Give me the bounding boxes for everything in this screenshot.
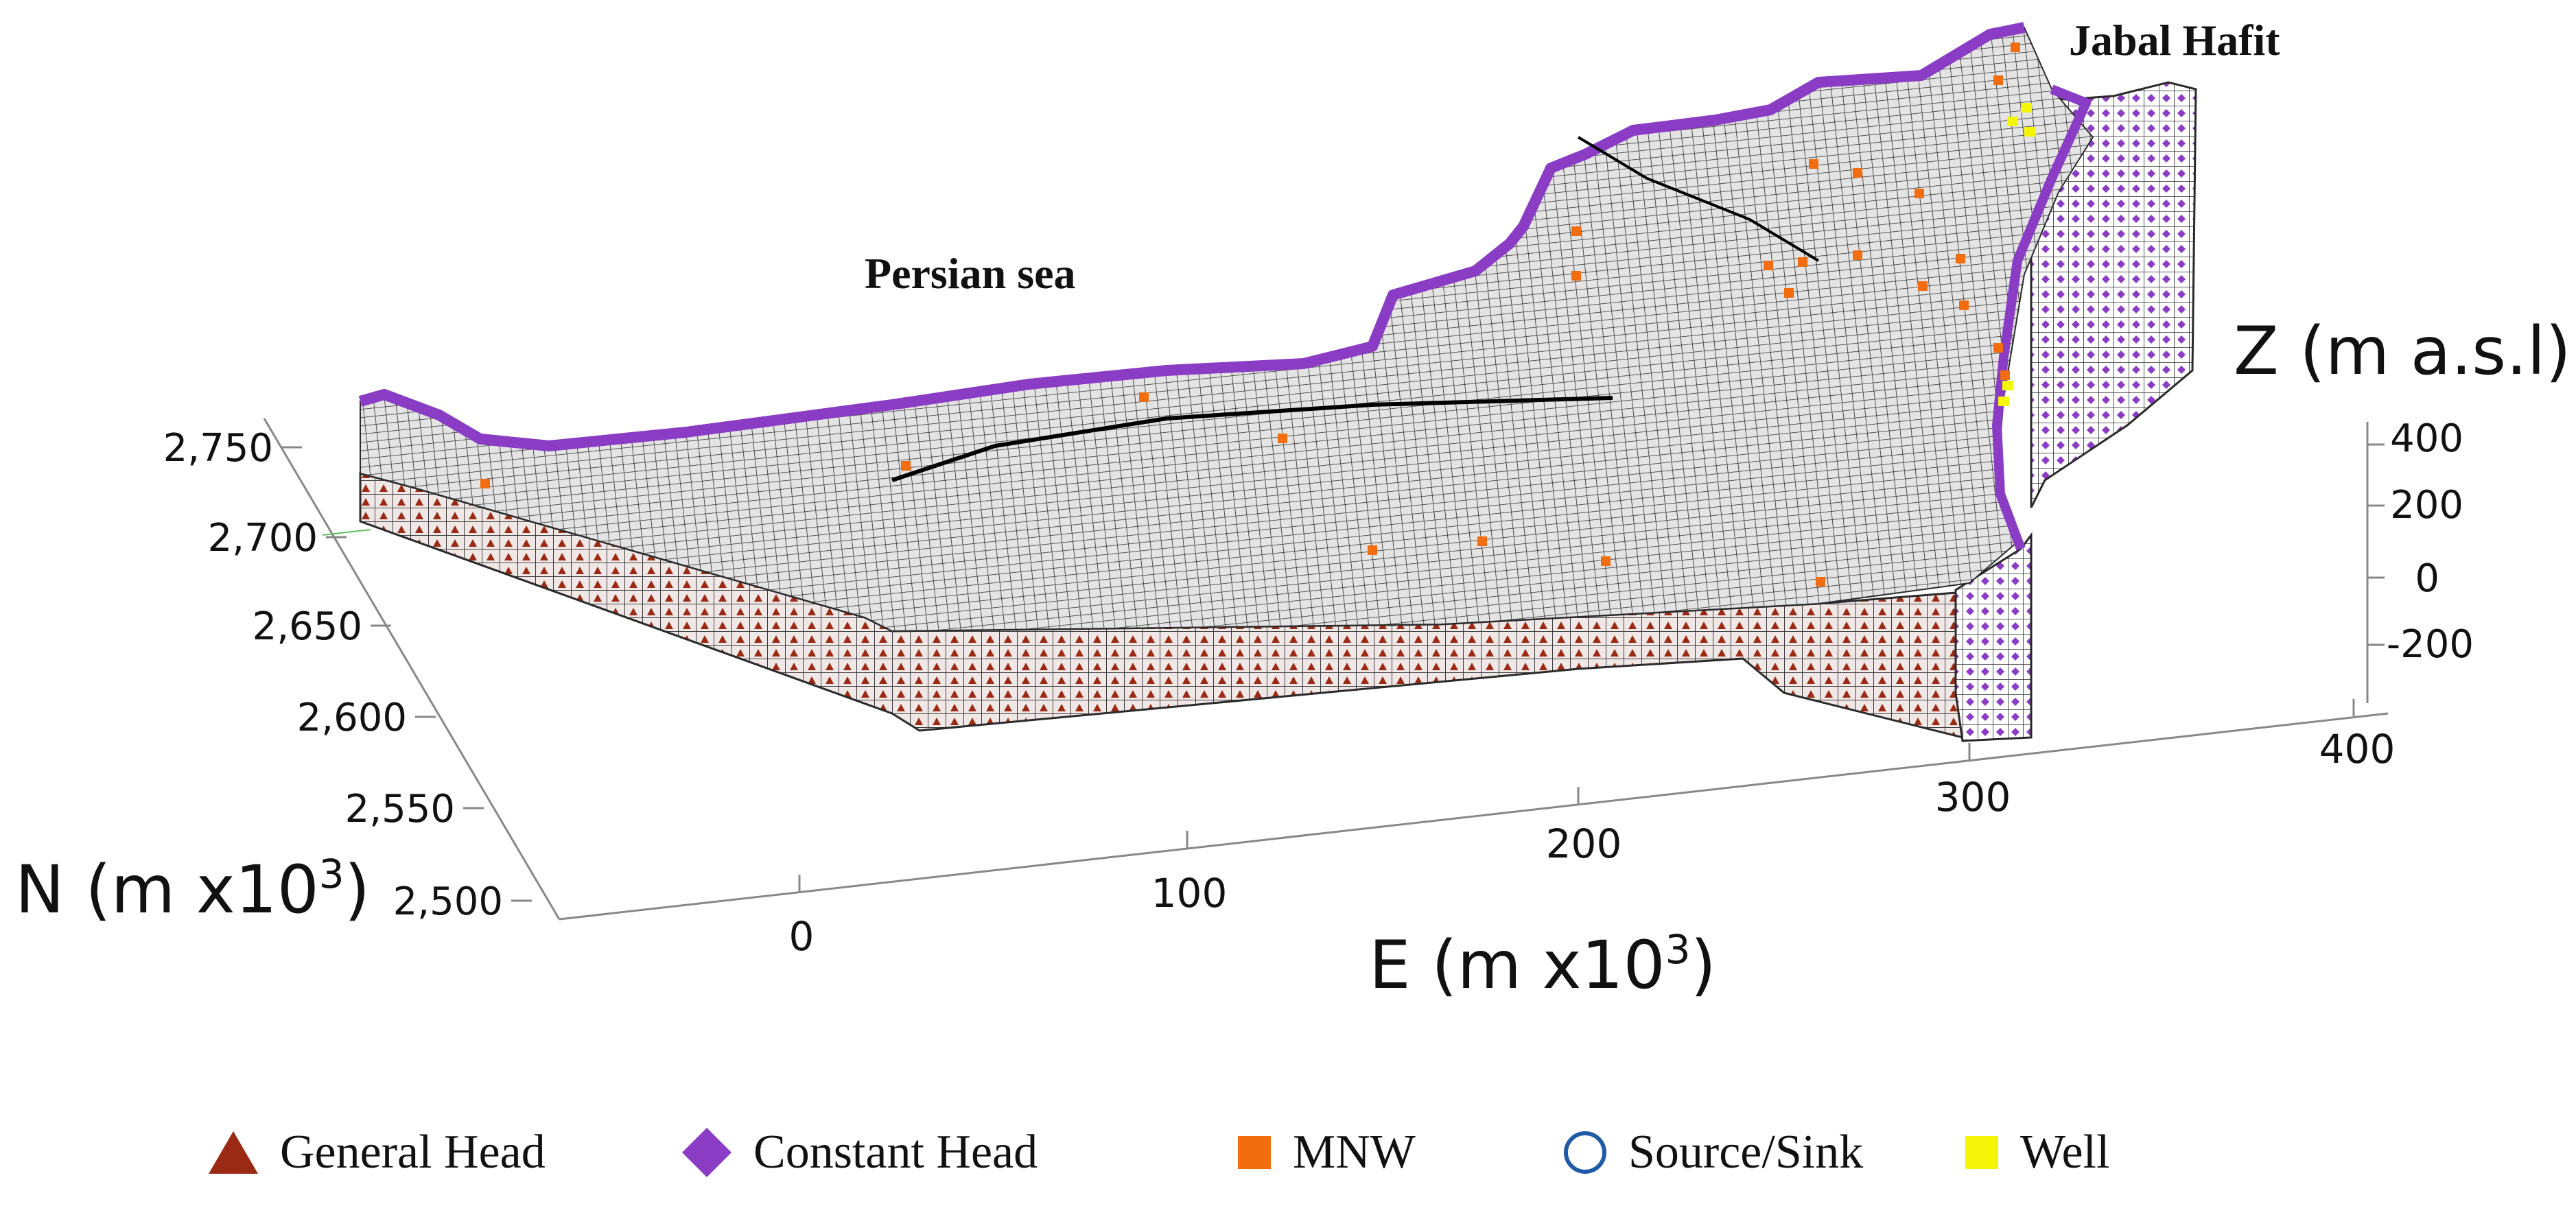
square-icon	[1238, 1136, 1271, 1169]
mnw-cell	[901, 461, 911, 471]
mnw-cell	[1477, 536, 1487, 546]
legend-label-mnw: MNW	[1293, 1126, 1416, 1179]
mnw-cell	[1918, 281, 1928, 291]
constant-head-boundary-right	[1992, 84, 2091, 551]
n-axis-label-sup: 3	[319, 851, 344, 897]
legend-label-well: Well	[2020, 1126, 2110, 1179]
n-tick-2600: 2,600	[297, 696, 407, 740]
e-axis-label: E (m x103)	[1369, 926, 1716, 1004]
e-tick-200: 200	[1546, 820, 1622, 867]
e-axis-tick-labels: 0 100 200 300 400	[789, 726, 2396, 960]
n-axis-tick-labels: 2,750 2,700 2,650 2,600 2,550 2,500	[163, 426, 503, 924]
n-axis-label-main: N (m x10	[15, 851, 319, 928]
mnw-cell	[1571, 271, 1581, 281]
z-tick-0: 0	[2415, 556, 2439, 601]
z-tick-minus200: -200	[2387, 622, 2474, 667]
n-tick-2550: 2,550	[345, 787, 455, 831]
mnw-cell	[1956, 254, 1965, 263]
e-tick-0: 0	[789, 913, 815, 960]
diamond-icon	[682, 1128, 731, 1177]
jabal-hafit-block	[2030, 81, 2197, 508]
n-axis-label-close: )	[344, 851, 370, 928]
surface-channel-line-upper	[1577, 136, 1820, 262]
z-axis-ticks	[2367, 443, 2385, 646]
n-tick-2500: 2,500	[393, 879, 503, 924]
mnw-cell	[1784, 288, 1794, 298]
square-icon	[1965, 1136, 1998, 1169]
n-axis-ticks	[281, 446, 532, 902]
legend-item-general-head: General Head	[206, 1115, 546, 1190]
well-cell	[1998, 397, 2009, 406]
n-tick-2750: 2,750	[163, 426, 273, 471]
mnw-cell	[1764, 261, 1773, 270]
mnw-cell	[1601, 556, 1611, 566]
legend-item-source-sink: Source/Sink	[1561, 1115, 1863, 1190]
n-tick-2650: 2,650	[253, 604, 362, 649]
mnw-cell	[480, 479, 490, 488]
mnw-cell	[1798, 257, 1807, 267]
mnw-cell	[1816, 577, 1825, 587]
constant-head-boundary	[358, 22, 2026, 451]
circle-outline-icon	[1564, 1131, 1606, 1174]
legend-item-mnw: MNW	[1235, 1115, 1416, 1190]
legend-label-source-sink: Source/Sink	[1628, 1126, 1864, 1179]
n-tick-2700: 2,700	[208, 516, 318, 560]
mnw-cell	[1853, 250, 1862, 260]
well-cell	[2021, 103, 2032, 113]
legend-label-general-head: General Head	[280, 1126, 546, 1179]
mnw-cell	[1571, 226, 1581, 236]
surface-channel-line	[891, 396, 1613, 482]
z-axis-tick-labels: 400 200 0 -200	[2387, 416, 2474, 667]
mnw-cell	[1915, 189, 1924, 198]
n-axis-label: N (m x103)	[15, 851, 370, 928]
mnw-cell	[1993, 75, 2003, 85]
reference-line	[322, 529, 371, 536]
mnw-cell	[2000, 370, 2010, 380]
well-cell	[2007, 117, 2018, 126]
legend: General Head Constant Head MNW Source/Si…	[206, 1115, 2402, 1190]
z-axis-label: Z (m a.s.l)	[2234, 313, 2571, 390]
z-tick-200: 200	[2390, 483, 2463, 528]
e-tick-400: 400	[2319, 726, 2396, 772]
mnw-cell	[1278, 434, 1287, 443]
legend-label-constant-head: Constant Head	[753, 1126, 1038, 1179]
e-axis-label-close: )	[1691, 927, 1716, 1004]
well-cell	[2002, 381, 2013, 390]
legend-item-well: Well	[1963, 1115, 2109, 1190]
mnw-cell	[1959, 300, 1969, 310]
model-top-surface	[360, 26, 2094, 632]
well-cell	[2024, 127, 2035, 137]
legend-item-constant-head: Constant Head	[679, 1115, 1038, 1190]
well-cells	[1998, 103, 2035, 406]
persian-sea-label: Persian sea	[865, 249, 1076, 298]
mnw-cell	[2011, 43, 2020, 52]
mnw-cell	[1368, 545, 1377, 555]
mnw-cell	[1139, 392, 1149, 402]
e-tick-300: 300	[1935, 774, 2011, 820]
e-axis-label-sup: 3	[1665, 926, 1691, 973]
mnw-cell	[1809, 159, 1818, 169]
triangle-icon	[209, 1131, 258, 1174]
mnw-cell	[1993, 343, 2003, 353]
mnw-cell	[1853, 168, 1862, 178]
e-axis-ticks	[798, 699, 2355, 892]
e-axis-label-main: E (m x10	[1369, 927, 1665, 1004]
e-tick-100: 100	[1151, 870, 1228, 917]
mnw-cells	[480, 43, 2020, 587]
axes-frame	[263, 418, 2389, 921]
jabal-hafit-label: Jabal Hafit	[2069, 16, 2280, 64]
z-tick-400: 400	[2390, 416, 2463, 461]
